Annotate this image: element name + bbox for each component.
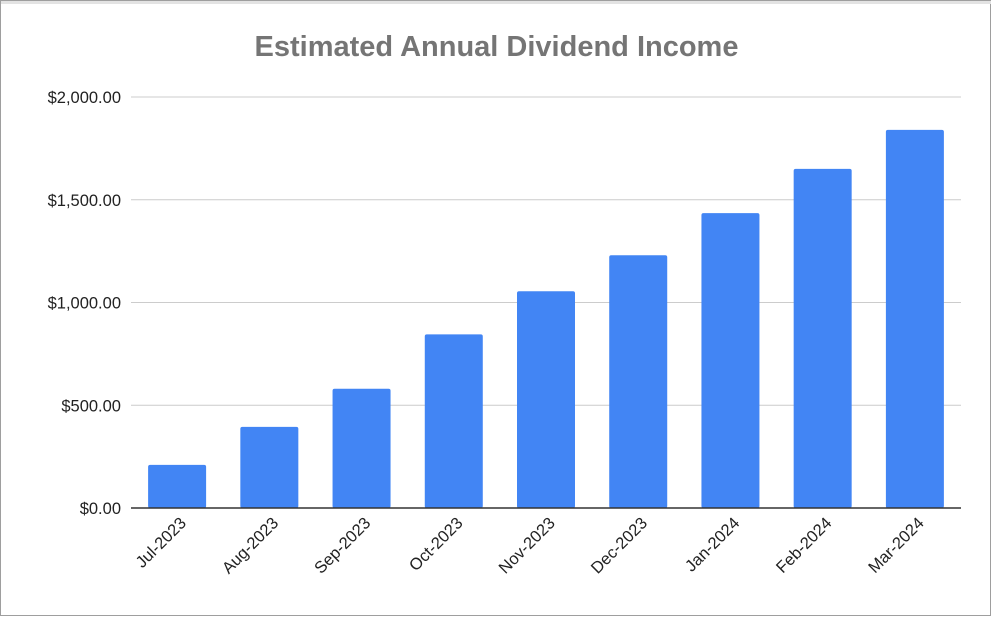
x-tick-label: Nov-2023 [496, 514, 559, 577]
x-tick-label: Feb-2024 [773, 514, 836, 577]
bar [517, 291, 575, 508]
y-tick-label: $500.00 [61, 397, 121, 415]
bar [148, 464, 207, 508]
bar [793, 168, 852, 509]
bar [332, 388, 391, 508]
bar [609, 255, 668, 508]
x-tick-label: Jul-2023 [132, 514, 189, 571]
chart-title: Estimated Annual Dividend Income [254, 31, 739, 63]
bar [424, 334, 483, 508]
x-tick-label: Mar-2024 [865, 514, 928, 577]
x-tick-label: Jan-2024 [682, 514, 743, 575]
y-tick-label: $1,500.00 [48, 192, 121, 210]
sheet-gridline-strip [1, 1, 991, 4]
x-tick-label: Oct-2023 [406, 514, 467, 575]
bar [885, 129, 944, 508]
x-tick-label: Sep-2023 [311, 514, 374, 577]
bar [240, 426, 299, 508]
x-tick-label: Aug-2023 [219, 514, 282, 577]
bar [701, 213, 760, 509]
y-tick-label: $0.00 [80, 500, 121, 518]
y-tick-label: $1,000.00 [48, 295, 121, 313]
y-tick-label: $2,000.00 [48, 89, 121, 107]
x-tick-label: Dec-2023 [588, 514, 651, 577]
